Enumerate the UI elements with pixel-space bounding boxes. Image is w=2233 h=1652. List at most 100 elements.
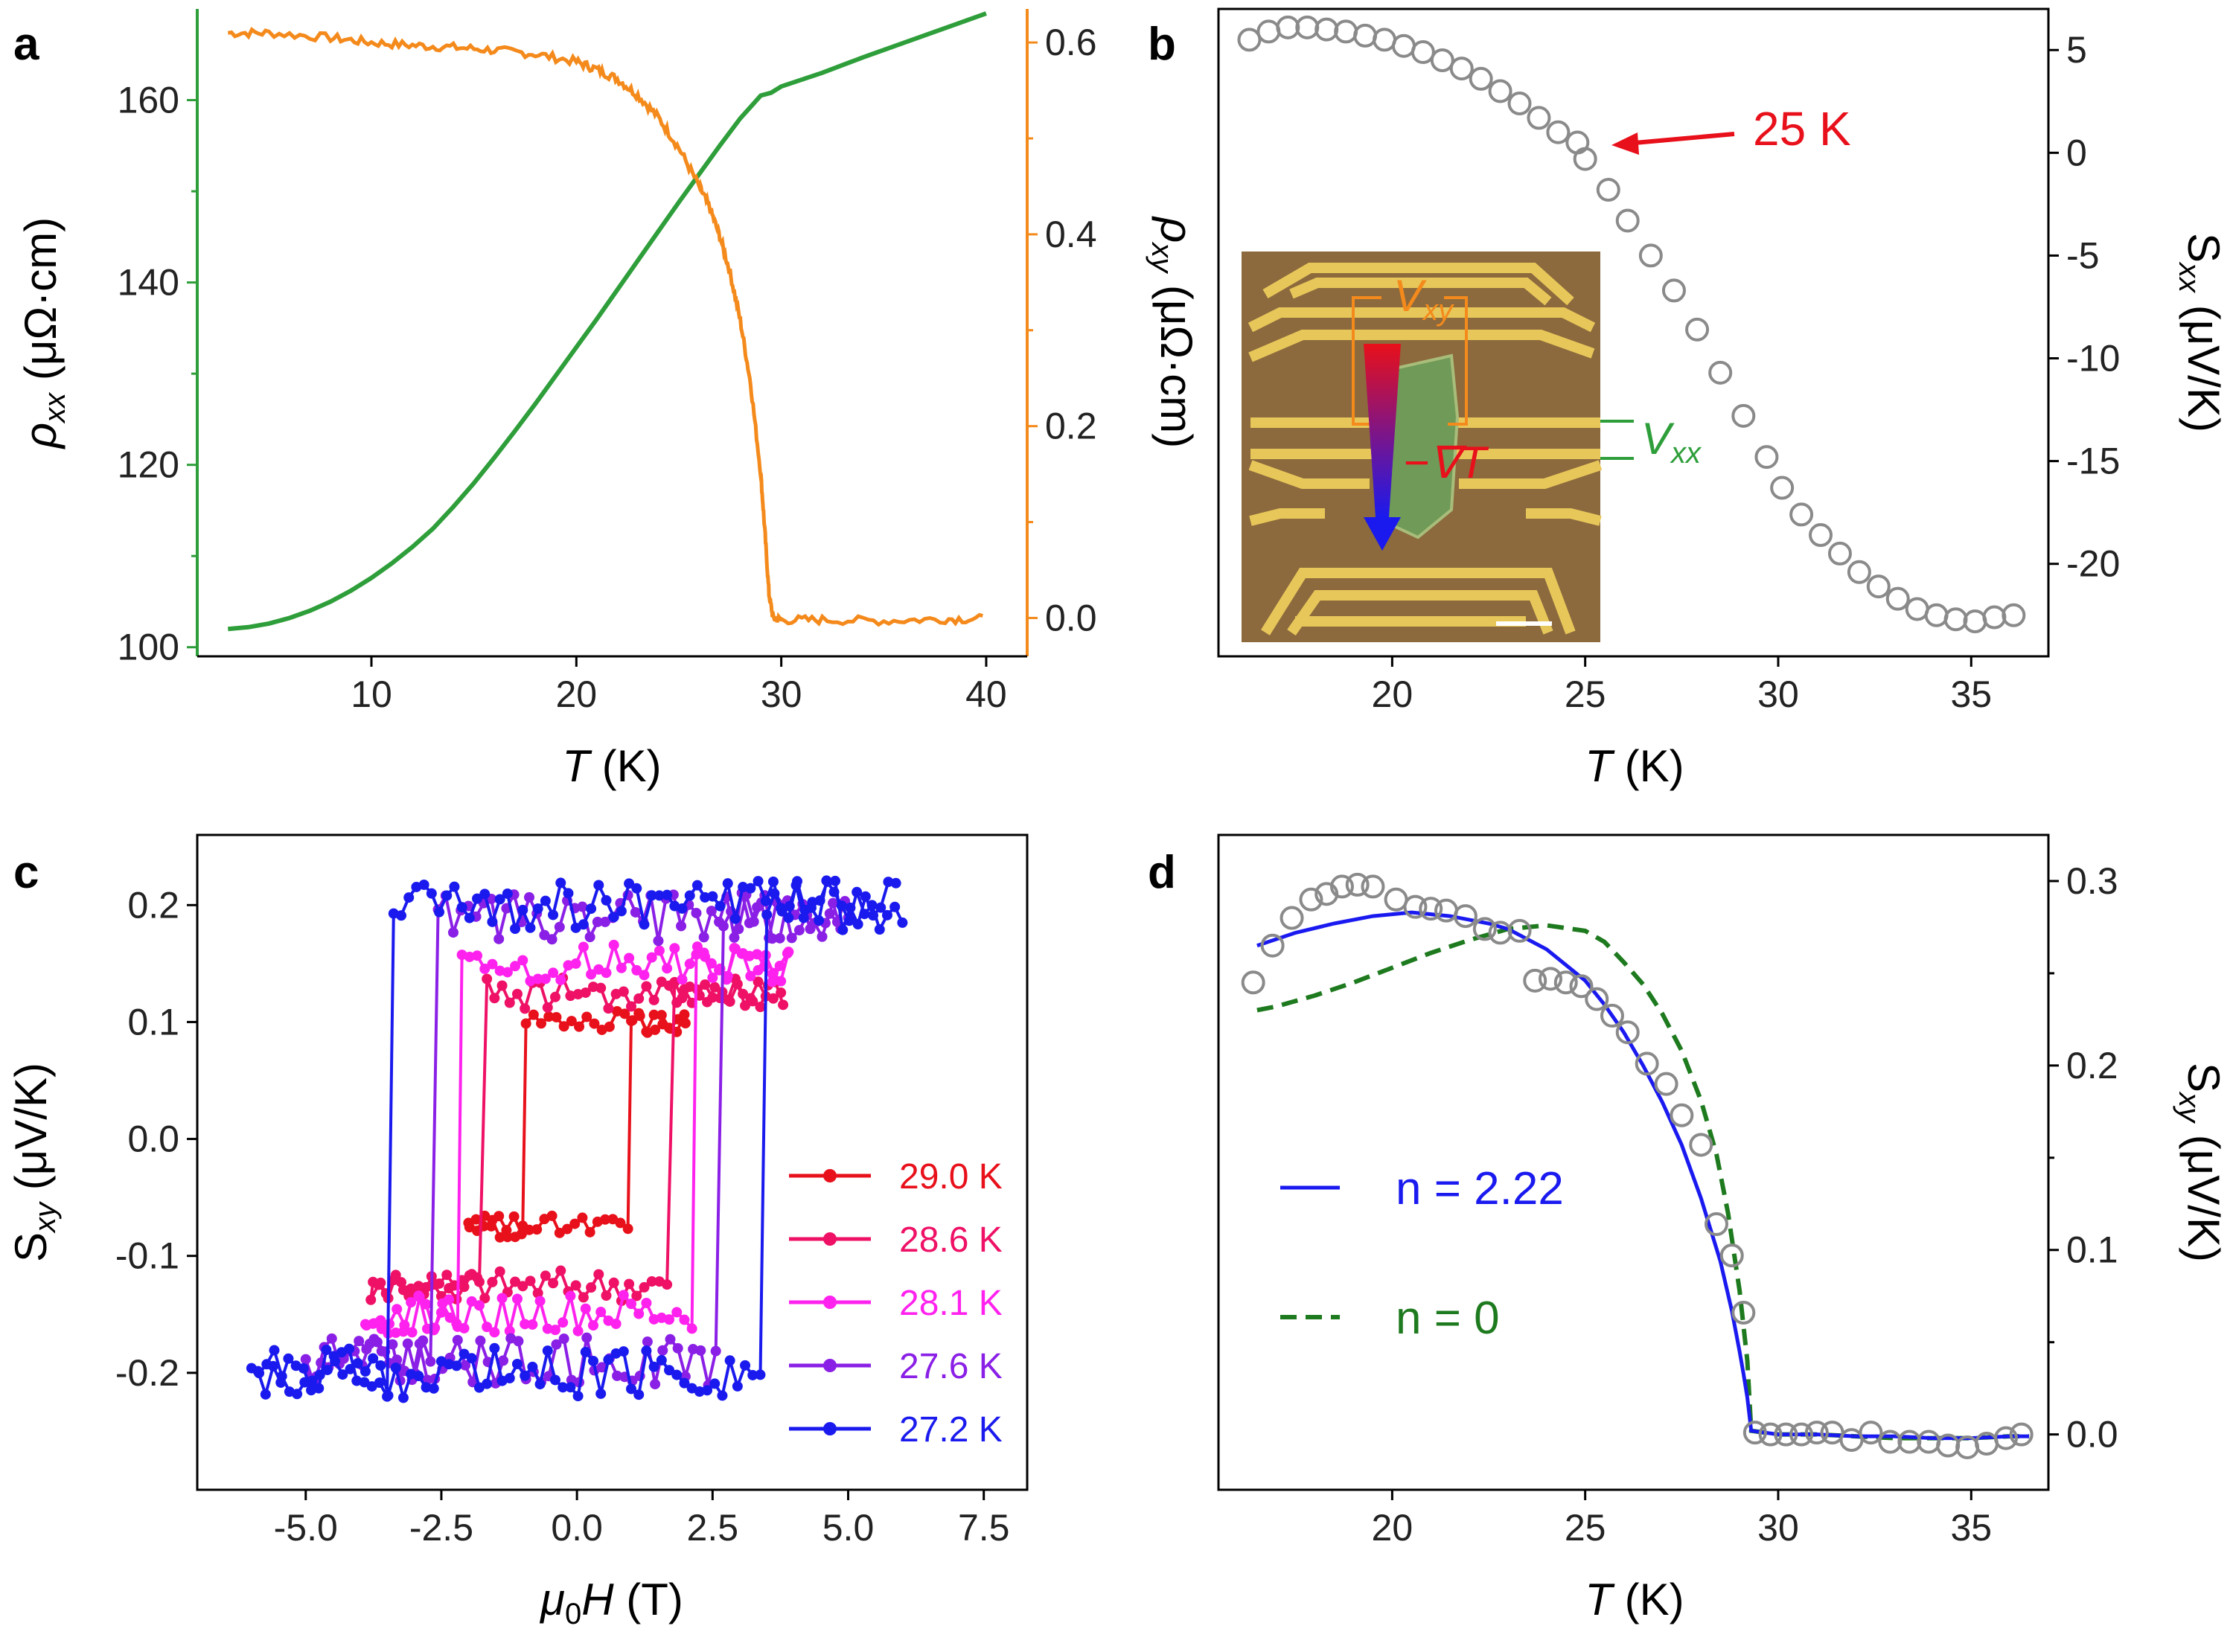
hysteresis-loops (246, 875, 908, 1403)
hysteresis-point (452, 1334, 463, 1345)
hysteresis-point (361, 1344, 372, 1355)
hysteresis-point (460, 1360, 471, 1371)
legend: n = 2.22 n = 0 (1280, 1163, 1564, 1344)
hysteresis-point (563, 960, 574, 971)
x-tick-label: 10 (351, 673, 392, 715)
sxy-marker (1758, 1422, 1783, 1447)
hysteresis-point (691, 941, 703, 953)
sxy-marker (1314, 882, 1339, 906)
hysteresis-point (532, 903, 543, 915)
hysteresis-point (558, 1334, 569, 1345)
hysteresis-point (558, 1382, 569, 1393)
hysteresis-point (828, 886, 840, 897)
hysteresis-point (745, 970, 756, 982)
sxy-marker (1897, 1430, 1922, 1454)
hysteresis-point (306, 1385, 317, 1396)
sxy-marker (1859, 1421, 1883, 1445)
hysteresis-point (586, 969, 597, 980)
hysteresis-point (532, 1287, 543, 1299)
hysteresis-point (700, 891, 711, 903)
hysteresis-point (555, 1265, 566, 1276)
x-axis-label: T (K) (1585, 1575, 1684, 1624)
hysteresis-point (669, 900, 680, 912)
hysteresis-point (472, 1272, 483, 1283)
hysteresis-point (608, 939, 619, 950)
hysteresis-point (479, 963, 491, 974)
hysteresis-point (300, 1354, 311, 1365)
hysteresis-point (616, 906, 627, 917)
right-y-ticks: 0.0 0.2 0.4 0.6 (1027, 22, 1097, 638)
sxx-marker (1314, 17, 1339, 42)
hysteresis-point (784, 900, 795, 912)
hysteresis-point (897, 917, 908, 928)
hysteresis-point (616, 962, 627, 973)
hysteresis-point (706, 906, 717, 917)
sxy-marker (1600, 1003, 1624, 1028)
rho-xy-line (227, 27, 983, 627)
sxx-marker (1963, 609, 1987, 634)
sxy-marker (1361, 874, 1385, 899)
hysteresis-point (494, 894, 505, 905)
hysteresis-point (776, 906, 788, 917)
sxx-marker (1661, 278, 1686, 303)
hysteresis-point (584, 932, 595, 943)
hysteresis-point (516, 1229, 527, 1240)
hysteresis-point (578, 941, 589, 953)
hysteresis-point (425, 1356, 436, 1367)
hysteresis-point (459, 1322, 470, 1334)
sxy-marker (1434, 898, 1458, 923)
hysteresis-point (574, 1021, 585, 1032)
sxy-marker (1241, 970, 1265, 995)
hysteresis-point (646, 952, 657, 963)
hysteresis-point (698, 932, 709, 943)
hysteresis-point (603, 1354, 614, 1366)
hysteresis-point (493, 1211, 505, 1222)
hysteresis-point (722, 878, 733, 889)
hysteresis-point (283, 1353, 294, 1364)
hysteresis-point (510, 1276, 521, 1287)
hysteresis-point (511, 1293, 523, 1304)
hysteresis-point (722, 994, 733, 1005)
hysteresis-point (836, 900, 847, 912)
sxx-marker (1295, 15, 1320, 39)
legend-marker (823, 1232, 837, 1246)
hysteresis-point (403, 892, 415, 903)
hysteresis-point (814, 895, 825, 906)
hysteresis-point (610, 1319, 622, 1330)
hysteresis-point (580, 1303, 591, 1314)
hysteresis-point (774, 960, 785, 971)
x-tick-label: 30 (1757, 1507, 1799, 1549)
y-tick-label: -20 (2066, 543, 2120, 585)
hysteresis-point (874, 924, 885, 935)
hysteresis-point (662, 889, 673, 900)
sxy-marker (1280, 906, 1304, 930)
y-axis-label: Sxx (μV/K) (2173, 233, 2229, 432)
hysteresis-point (456, 950, 467, 961)
x-tick-label: 20 (556, 673, 598, 715)
hysteresis-point (565, 1290, 576, 1302)
electrode-pattern (1248, 263, 1603, 636)
hysteresis-point (517, 904, 528, 915)
sxx-marker (1615, 208, 1640, 233)
temperature-gradient-arrow-head (1364, 517, 1401, 551)
hysteresis-point (473, 1300, 485, 1311)
hysteresis-point (479, 1293, 491, 1304)
panel-a-label: a (13, 19, 39, 70)
x-tick-label: 0.0 (551, 1507, 603, 1549)
x-tick-label: 25 (1565, 673, 1606, 715)
legend-label-n222: n = 2.22 (1396, 1163, 1564, 1214)
hysteresis-point (852, 919, 863, 930)
hysteresis-point (546, 934, 558, 945)
x-tick-label: -2.5 (409, 1507, 473, 1549)
hysteresis-point (534, 1379, 546, 1390)
hysteresis-point (542, 1345, 553, 1357)
hysteresis-point (487, 1276, 498, 1287)
hysteresis-point (622, 1223, 633, 1235)
hysteresis-point (435, 1307, 447, 1318)
hysteresis-point (799, 904, 811, 915)
hysteresis-point (482, 1322, 493, 1333)
hysteresis-point (494, 1232, 505, 1243)
sxx-marker (1866, 574, 1891, 599)
hysteresis-point (368, 1334, 380, 1345)
hysteresis-point (721, 974, 732, 985)
